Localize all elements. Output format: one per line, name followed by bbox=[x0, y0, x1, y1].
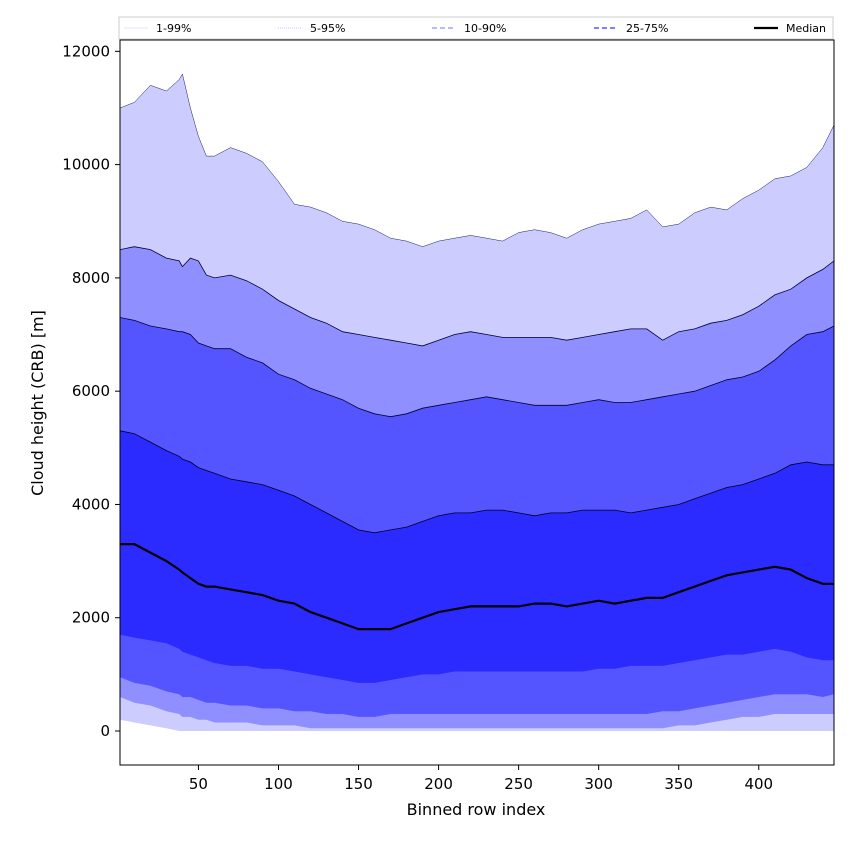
y-axis-label: Cloud height (CRB) [m] bbox=[28, 310, 47, 496]
line-p75 bbox=[120, 430, 834, 534]
line-p95 bbox=[120, 246, 834, 347]
y-tick-label: 8000 bbox=[72, 269, 110, 287]
plot-frame bbox=[119, 39, 835, 766]
y-tick-label: 6000 bbox=[72, 382, 110, 400]
legend-frame bbox=[118, 16, 834, 40]
x-tick-label: 400 bbox=[744, 775, 773, 793]
x-tick-label: 200 bbox=[424, 775, 453, 793]
legend-label: 1-99% bbox=[156, 22, 191, 35]
legend: 1-99% 5-95% 10-90% 25-75% Median bbox=[118, 16, 834, 40]
x-axis-label: Binned row index bbox=[407, 800, 546, 819]
x-tick-label: 150 bbox=[344, 775, 373, 793]
x-tick-label: 50 bbox=[189, 775, 208, 793]
legend-label: Median bbox=[786, 22, 826, 35]
y-axis: 0 2000 4000 6000 8000 10000 12000 bbox=[62, 42, 120, 740]
line-p90 bbox=[120, 317, 834, 418]
y-tick-label: 0 bbox=[100, 722, 110, 740]
x-tick-label: 100 bbox=[264, 775, 293, 793]
legend-label: 10-90% bbox=[464, 22, 506, 35]
legend-label: 25-75% bbox=[626, 22, 668, 35]
y-tick-label: 4000 bbox=[72, 495, 110, 513]
y-tick-label: 10000 bbox=[62, 156, 110, 174]
x-axis: 50 100 150 200 250 300 350 400 bbox=[189, 765, 773, 793]
median-line bbox=[120, 543, 834, 631]
plot-area bbox=[120, 73, 834, 731]
y-tick-label: 2000 bbox=[72, 609, 110, 627]
x-tick-label: 250 bbox=[504, 775, 533, 793]
x-tick-label: 350 bbox=[664, 775, 693, 793]
x-tick-label: 300 bbox=[584, 775, 613, 793]
band-25-75 bbox=[120, 430, 834, 683]
y-tick-label: 12000 bbox=[62, 42, 110, 60]
line-p99 bbox=[120, 73, 834, 247]
legend-label: 5-95% bbox=[310, 22, 345, 35]
